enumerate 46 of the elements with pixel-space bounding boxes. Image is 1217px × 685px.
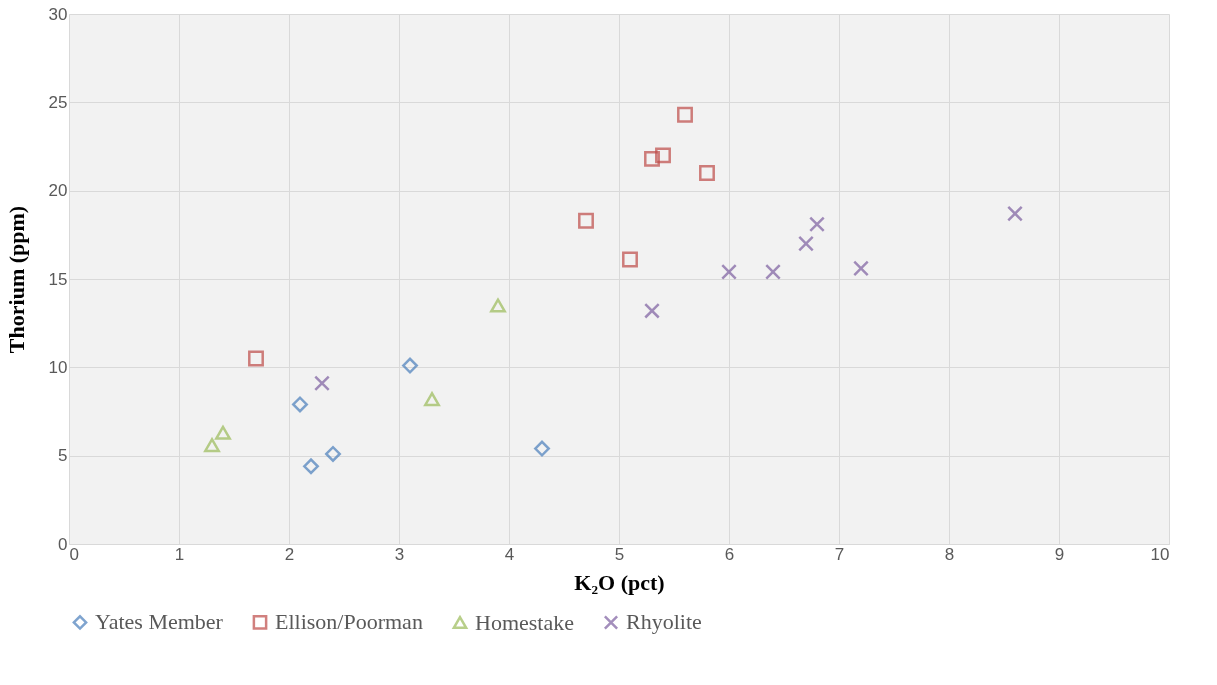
y-tick-label: 15: [48, 269, 68, 289]
point: [655, 147, 671, 164]
point: [204, 438, 220, 453]
x-tick-label: 6: [724, 544, 735, 564]
x-axis-title: K₂O (pct): [574, 569, 665, 595]
point: [1007, 205, 1023, 222]
point: [721, 263, 737, 280]
y-tick-label: 10: [48, 357, 68, 377]
point: [622, 251, 638, 268]
x-tick-label: 1: [174, 544, 185, 564]
legend-label: Rhyolite: [626, 609, 702, 635]
x-tick-label: 8: [944, 544, 955, 564]
legend-label: Ellison/Poorman: [275, 609, 423, 635]
y-tick-label: 5: [58, 446, 68, 466]
x-tick-label: 5: [614, 544, 625, 564]
y-tick-label: 20: [48, 181, 68, 201]
point: [314, 375, 330, 392]
point: [215, 425, 231, 440]
point: [853, 260, 869, 277]
legend-label: Yates Member: [95, 609, 224, 635]
point: [325, 445, 341, 462]
point: [644, 302, 660, 319]
legend-label: Homestake: [475, 609, 574, 635]
point: [292, 396, 308, 413]
point: [677, 106, 693, 123]
point: [490, 298, 506, 313]
point: [424, 392, 440, 407]
point: [578, 212, 594, 229]
y-tick-label: 30: [48, 4, 68, 24]
x-tick-label: 10: [1150, 544, 1170, 564]
point: [248, 350, 264, 367]
point: [809, 216, 825, 233]
point: [798, 235, 814, 252]
point: [402, 357, 418, 374]
x-tick-label: 9: [1054, 544, 1065, 564]
point: [765, 263, 781, 280]
x-tick-label: 3: [394, 544, 405, 564]
point: [303, 458, 319, 475]
y-axis-title: Thorium (ppm): [3, 205, 29, 354]
x-tick-label: 7: [834, 544, 845, 564]
point: [534, 440, 550, 457]
point: [644, 150, 660, 167]
x-tick-label: 2: [284, 544, 295, 564]
y-tick-label: 25: [48, 92, 68, 112]
x-tick-label: 4: [504, 544, 515, 564]
point: [699, 165, 715, 181]
